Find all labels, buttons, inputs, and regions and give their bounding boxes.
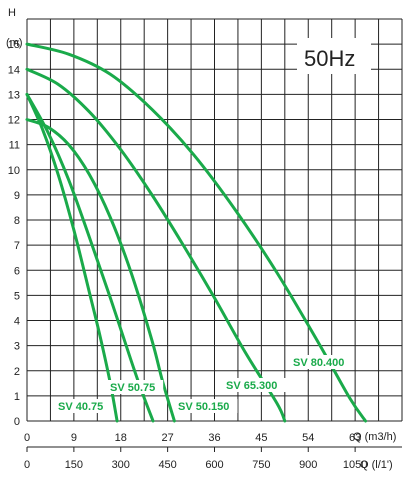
y-tick-label: 6	[14, 265, 20, 277]
y-tick-label: 12	[8, 115, 20, 127]
x-axis-title-primary: Q (m3/h)	[353, 431, 396, 443]
y-tick-label: 0	[14, 416, 20, 428]
x-tick-label-primary: 36	[208, 432, 220, 444]
series-label: SV 50.75	[110, 382, 155, 394]
series-label-bg	[56, 399, 112, 413]
x-tick-label-secondary: 450	[158, 459, 176, 471]
axes	[26, 446, 402, 452]
series-label-bg	[108, 380, 164, 394]
series-line	[25, 118, 176, 423]
y-tick-label: 4	[14, 316, 20, 328]
y-tick-label: 10	[8, 165, 20, 177]
x-tick-label-primary: 0	[24, 432, 30, 444]
frequency-badge: 50Hz	[304, 46, 355, 71]
y-tick-label: 5	[14, 290, 20, 302]
y-tick-label: 13	[8, 89, 20, 101]
x-tick-label-primary: 45	[255, 432, 267, 444]
x-tick-label-primary: 18	[115, 432, 127, 444]
x-tick-label-secondary: 300	[112, 459, 130, 471]
y-tick-label: 15	[8, 39, 20, 51]
y-axis-title: H	[8, 7, 16, 19]
series-label-bg	[291, 355, 353, 369]
x-tick-label-primary: 54	[302, 432, 314, 444]
y-tick-label: 2	[14, 366, 20, 378]
x-tick-label-secondary: 150	[65, 459, 83, 471]
series-label-bg	[176, 399, 238, 413]
series-labels: SV 40.75 SV 50.75 SV 50.150 SV 65.300 SV 80.…	[56, 355, 353, 413]
frequency-badge-box	[297, 38, 371, 74]
x-tick-label-secondary: 900	[299, 459, 317, 471]
series-line	[25, 92, 119, 423]
series-label: SV 80.400	[293, 357, 344, 369]
x-tick-label-primary: 9	[71, 432, 77, 444]
y-tick-label: 11	[9, 140, 20, 152]
y-tick-label: 8	[14, 215, 20, 227]
x-axis-title-secondary: Q (l/1')	[360, 459, 393, 471]
series-line	[25, 92, 155, 423]
series-label: SV 65.300	[226, 380, 277, 392]
series-label-bg	[224, 378, 286, 392]
x-tick-label-secondary: 1050	[343, 459, 367, 471]
x-tick-label-secondary: 0	[24, 459, 30, 471]
grid	[26, 18, 403, 422]
y-tick-label: 3	[14, 341, 20, 353]
y-tick-label: 14	[8, 64, 20, 76]
y-tick-label: 9	[14, 190, 20, 202]
series-label: SV 40.75	[58, 401, 103, 413]
x-tick-label-secondary: 750	[252, 459, 270, 471]
x-tick-label-primary: 27	[162, 432, 174, 444]
series-label: SV 50.150	[178, 401, 229, 413]
y-tick-label: 1	[14, 391, 20, 403]
y-tick-label: 7	[14, 240, 20, 252]
x-tick-label-secondary: 600	[205, 459, 223, 471]
x-tick-label-primary: 63	[349, 432, 361, 444]
y-axis-unit: (m)	[6, 37, 23, 49]
